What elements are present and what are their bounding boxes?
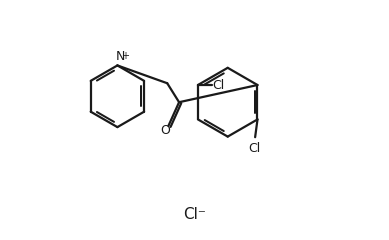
Text: Cl: Cl xyxy=(213,78,225,91)
Text: O: O xyxy=(161,124,170,137)
Text: Cl: Cl xyxy=(248,142,260,156)
Text: +: + xyxy=(121,51,129,61)
Text: Cl⁻: Cl⁻ xyxy=(183,207,206,222)
Text: N: N xyxy=(116,50,125,63)
